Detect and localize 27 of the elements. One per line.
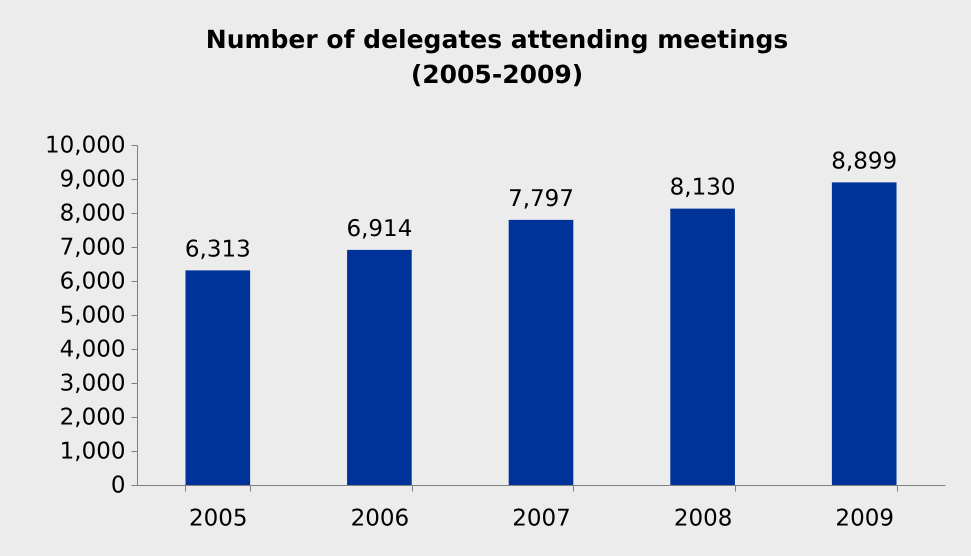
y-tick-label: 9,000 [60, 166, 126, 192]
y-tick-label: 8,000 [60, 200, 126, 226]
bar [347, 250, 412, 485]
data-label: 6,914 [346, 216, 412, 242]
x-tick-label: 2006 [350, 506, 410, 532]
bar [670, 208, 735, 485]
y-tick-label: 4,000 [60, 336, 126, 362]
y-tick-label: 5,000 [60, 302, 126, 328]
y-tick-label: 2,000 [60, 404, 126, 430]
y-tick-label: 10,000 [45, 132, 126, 158]
x-tick-label: 2005 [189, 506, 248, 532]
bar [832, 182, 897, 485]
y-tick-label: 1,000 [60, 438, 126, 464]
y-tick-label: 3,000 [60, 370, 126, 396]
x-tick-label: 2009 [835, 506, 894, 532]
chart-title: Number of delegates attending meetings (2005-2009) [206, 25, 788, 89]
y-tick-label: 6,000 [60, 268, 126, 294]
y-tick-label: 0 [110, 472, 126, 498]
y-tick-label: 7,000 [60, 234, 126, 260]
x-tick-label: 2008 [674, 506, 732, 532]
bar [185, 270, 250, 485]
data-label: 8,899 [831, 148, 898, 174]
data-label: 8,130 [670, 174, 736, 201]
x-tick-label: 2007 [512, 506, 571, 532]
data-label: 6,313 [184, 236, 251, 262]
bar [508, 220, 574, 485]
data-label: 7,797 [508, 186, 574, 212]
